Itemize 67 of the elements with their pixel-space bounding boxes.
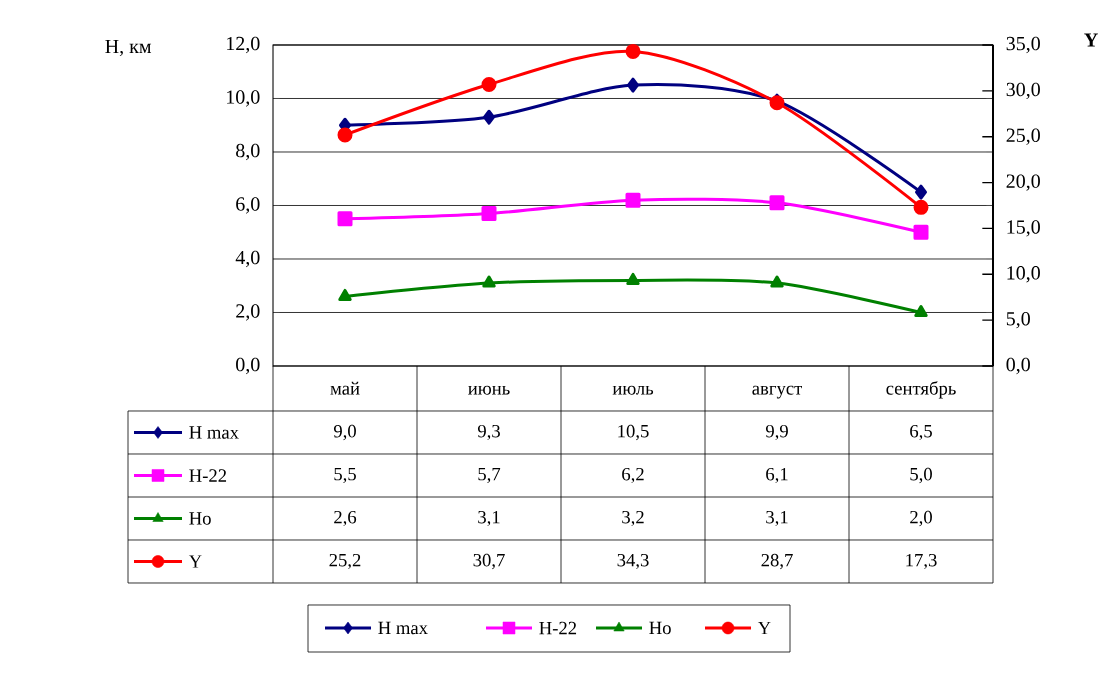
x-tick-label: май	[330, 381, 360, 395]
data-label: 5,7	[478, 467, 501, 484]
data-label: 25,2	[329, 553, 361, 570]
point	[914, 305, 928, 317]
y-tick-label: 2,0	[236, 304, 260, 321]
y2-tick-label: 0,0	[1006, 357, 1030, 375]
point	[482, 275, 496, 288]
y-tick-label: 8,0	[236, 143, 260, 161]
point	[338, 288, 352, 301]
point	[769, 195, 785, 211]
data-label: 34,3	[617, 553, 649, 570]
y2-tick-label: 5,0	[1006, 311, 1030, 329]
data-label: 2,6	[334, 510, 357, 527]
point	[626, 272, 640, 285]
data-label: 5,5	[334, 467, 356, 484]
point	[481, 76, 497, 92]
y-axis-title: H, км	[105, 39, 152, 57]
y-tick-label: 6,0	[236, 197, 260, 214]
text: Ho	[649, 621, 671, 635]
data-label: 3,2	[622, 510, 644, 527]
y2-tick-label: 25,0	[1006, 128, 1040, 145]
data-label: 17,3	[906, 553, 937, 570]
point	[625, 43, 641, 59]
point	[625, 192, 641, 208]
x-tick-label: сентябрь	[886, 381, 956, 399]
data-label: 9,0	[333, 424, 356, 441]
data-label: 30,7	[473, 553, 505, 570]
y2-axis-title: Y	[1084, 33, 1098, 47]
data-label: 9,9	[765, 424, 788, 441]
legend-label: Ho	[189, 512, 211, 525]
y-tick-label: 12,0	[227, 36, 260, 54]
data-label: 6,2	[622, 467, 644, 484]
point	[483, 109, 496, 125]
y2-tick-label: 30,0	[1006, 82, 1040, 100]
data-label: 9,3	[477, 424, 500, 441]
x-tick-label: июль	[612, 385, 654, 395]
data-label: 6,1	[766, 467, 788, 484]
point	[913, 224, 929, 240]
text: Y	[757, 621, 771, 635]
text: H-22	[539, 621, 577, 635]
y-tick-label: 10,0	[227, 90, 260, 107]
x-tick-label: июнь	[468, 385, 510, 395]
y2-tick-label: 35,0	[1006, 36, 1040, 54]
data-label: 10,5	[618, 424, 649, 441]
data-label: 28,7	[761, 553, 793, 570]
point	[337, 127, 353, 143]
data-label: 3,1	[766, 510, 788, 527]
legend-label: H max	[189, 426, 239, 439]
y-tick-label: 4,0	[235, 250, 260, 268]
point	[481, 206, 497, 222]
data-label: 2,0	[910, 510, 932, 527]
y2-tick-label: 20,0	[1006, 174, 1040, 191]
y2-tick-label: 10,0	[1007, 266, 1040, 283]
data-label: 3,1	[478, 510, 500, 527]
point	[913, 199, 929, 215]
x-tick-label: август	[752, 385, 802, 399]
point	[627, 77, 639, 93]
data-label: 5,0	[910, 467, 932, 484]
data-label: 6,5	[910, 424, 932, 441]
point	[915, 184, 928, 200]
y2-tick-label: 15,0	[1007, 220, 1040, 237]
legend-label: H-22	[189, 469, 227, 482]
legend-label: Y	[188, 555, 202, 568]
point	[337, 211, 353, 227]
point	[770, 275, 784, 288]
y-tick-label: 0,0	[236, 357, 260, 375]
text: H max	[378, 621, 428, 635]
